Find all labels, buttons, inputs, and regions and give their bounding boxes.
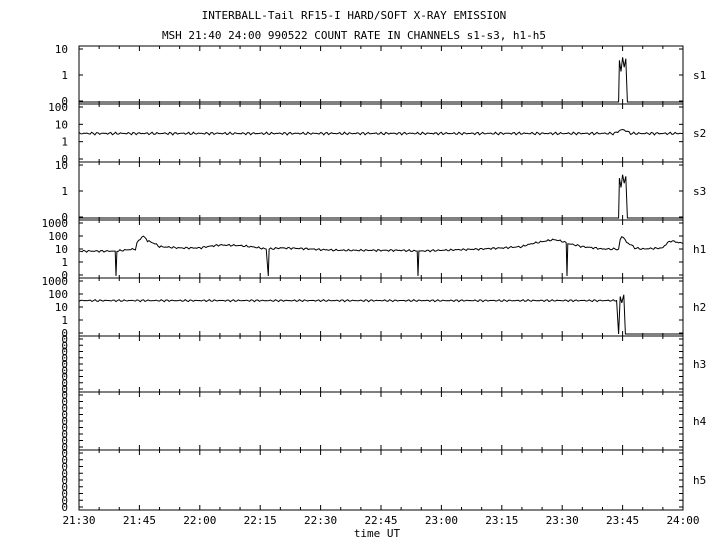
x-tick-label: 23:45 — [606, 514, 639, 527]
y-tick-label: 0 — [61, 422, 68, 435]
channel-label: h5 — [693, 474, 706, 487]
panel-frame — [78, 391, 684, 451]
x-tick-label: 22:00 — [183, 514, 216, 527]
y-tick-label: 1000 — [42, 275, 69, 288]
channel-label: h3 — [693, 358, 706, 371]
y-tick-label: 10 — [55, 118, 68, 131]
y-tick-label: 0 — [61, 269, 68, 282]
x-tick-label: 22:45 — [364, 514, 397, 527]
y-tick-label: 10 — [55, 301, 68, 314]
panel-frame — [78, 45, 684, 105]
y-tick-label: 0 — [61, 461, 68, 474]
panel-frame — [78, 449, 684, 511]
y-tick-label: 0 — [61, 95, 68, 108]
series-s2-line — [78, 128, 684, 136]
y-tick-label: 0 — [61, 371, 68, 384]
y-tick-label: 0 — [61, 428, 68, 441]
y-tick-label: 0 — [61, 409, 68, 422]
y-tick-label: 0 — [61, 396, 68, 409]
y-tick-label: 1 — [61, 136, 68, 149]
y-tick-label: 1 — [61, 69, 68, 82]
chart-subtitle: MSH 21:40 24:00 990522 COUNT RATE IN CHA… — [162, 29, 546, 42]
y-tick-label: 0 — [61, 389, 68, 402]
y-tick-label: 0 — [61, 339, 68, 352]
y-tick-label: 100 — [48, 101, 68, 114]
y-tick-label: 1 — [61, 256, 68, 269]
x-tick-label: 24:00 — [666, 514, 699, 527]
series-s1-line — [79, 57, 683, 103]
y-tick-label: 1000 — [42, 217, 69, 230]
y-tick-label: 0 — [61, 415, 68, 428]
x-tick-label: 23:00 — [425, 514, 458, 527]
y-tick-label: 10 — [55, 243, 68, 256]
y-tick-label: 0 — [61, 383, 68, 396]
x-tick-label: 22:30 — [304, 514, 337, 527]
y-tick-label: 0 — [61, 377, 68, 390]
y-tick-label: 0 — [61, 474, 68, 487]
channel-label: s3 — [693, 185, 706, 198]
channel-label: s2 — [693, 127, 706, 140]
y-tick-label: 0 — [61, 402, 68, 415]
chart-title: INTERBALL-Tail RF15-I HARD/SOFT X-RAY EM… — [202, 9, 507, 22]
x-tick-label: 23:15 — [485, 514, 518, 527]
channel-label: h2 — [693, 301, 706, 314]
series-h1-line — [78, 235, 684, 277]
y-tick-label: 0 — [61, 327, 68, 340]
panel-frame — [78, 335, 684, 393]
y-tick-label: 0 — [61, 481, 68, 494]
x-axis-label: time UT — [354, 527, 401, 540]
y-tick-label: 0 — [61, 501, 68, 514]
y-tick-label: 0 — [61, 494, 68, 507]
panel-frame — [78, 277, 684, 337]
x-tick-label: 21:30 — [62, 514, 95, 527]
panel-frame — [78, 161, 684, 221]
y-tick-label: 1 — [61, 185, 68, 198]
y-tick-label: 0 — [61, 352, 68, 365]
series-s3-line — [79, 174, 683, 219]
time-axis: 21:30 21:45 22:00 22:15 22:30 22:45 23:00 23:15… — [62, 514, 699, 527]
y-tick-label: 10 — [55, 43, 68, 56]
y-tick-label: 0 — [61, 364, 68, 377]
y-tick-label: 0 — [61, 211, 68, 224]
x-tick-label: 23:30 — [546, 514, 579, 527]
channel-label: s1 — [693, 69, 706, 82]
y-tick-label: 0 — [61, 435, 68, 448]
y-tick-label: 1 — [61, 314, 68, 327]
channel-label: h1 — [693, 243, 706, 256]
channel-label: h4 — [693, 415, 707, 428]
x-tick-label: 21:45 — [123, 514, 156, 527]
y-tick-label: 10 — [55, 159, 68, 172]
y-tick-label: 100 — [48, 288, 68, 301]
series-h2-line — [78, 294, 683, 335]
y-tick-label: 0 — [61, 454, 68, 467]
y-tick-label: 0 — [61, 153, 68, 166]
y-tick-label: 0 — [61, 447, 68, 460]
y-tick-label: 0 — [61, 488, 68, 501]
y-tick-label: 0 — [61, 333, 68, 346]
y-tick-label: 0 — [61, 346, 68, 359]
panel-frame — [78, 219, 684, 279]
y-tick-label: 100 — [48, 230, 68, 243]
y-tick-label: 0 — [61, 467, 68, 480]
panels-group: 1010s11001010s21010s310001001010h1100010… — [42, 43, 707, 514]
y-tick-label: 0 — [61, 358, 68, 371]
x-tick-label: 22:15 — [244, 514, 277, 527]
y-tick-label: 0 — [61, 441, 68, 454]
